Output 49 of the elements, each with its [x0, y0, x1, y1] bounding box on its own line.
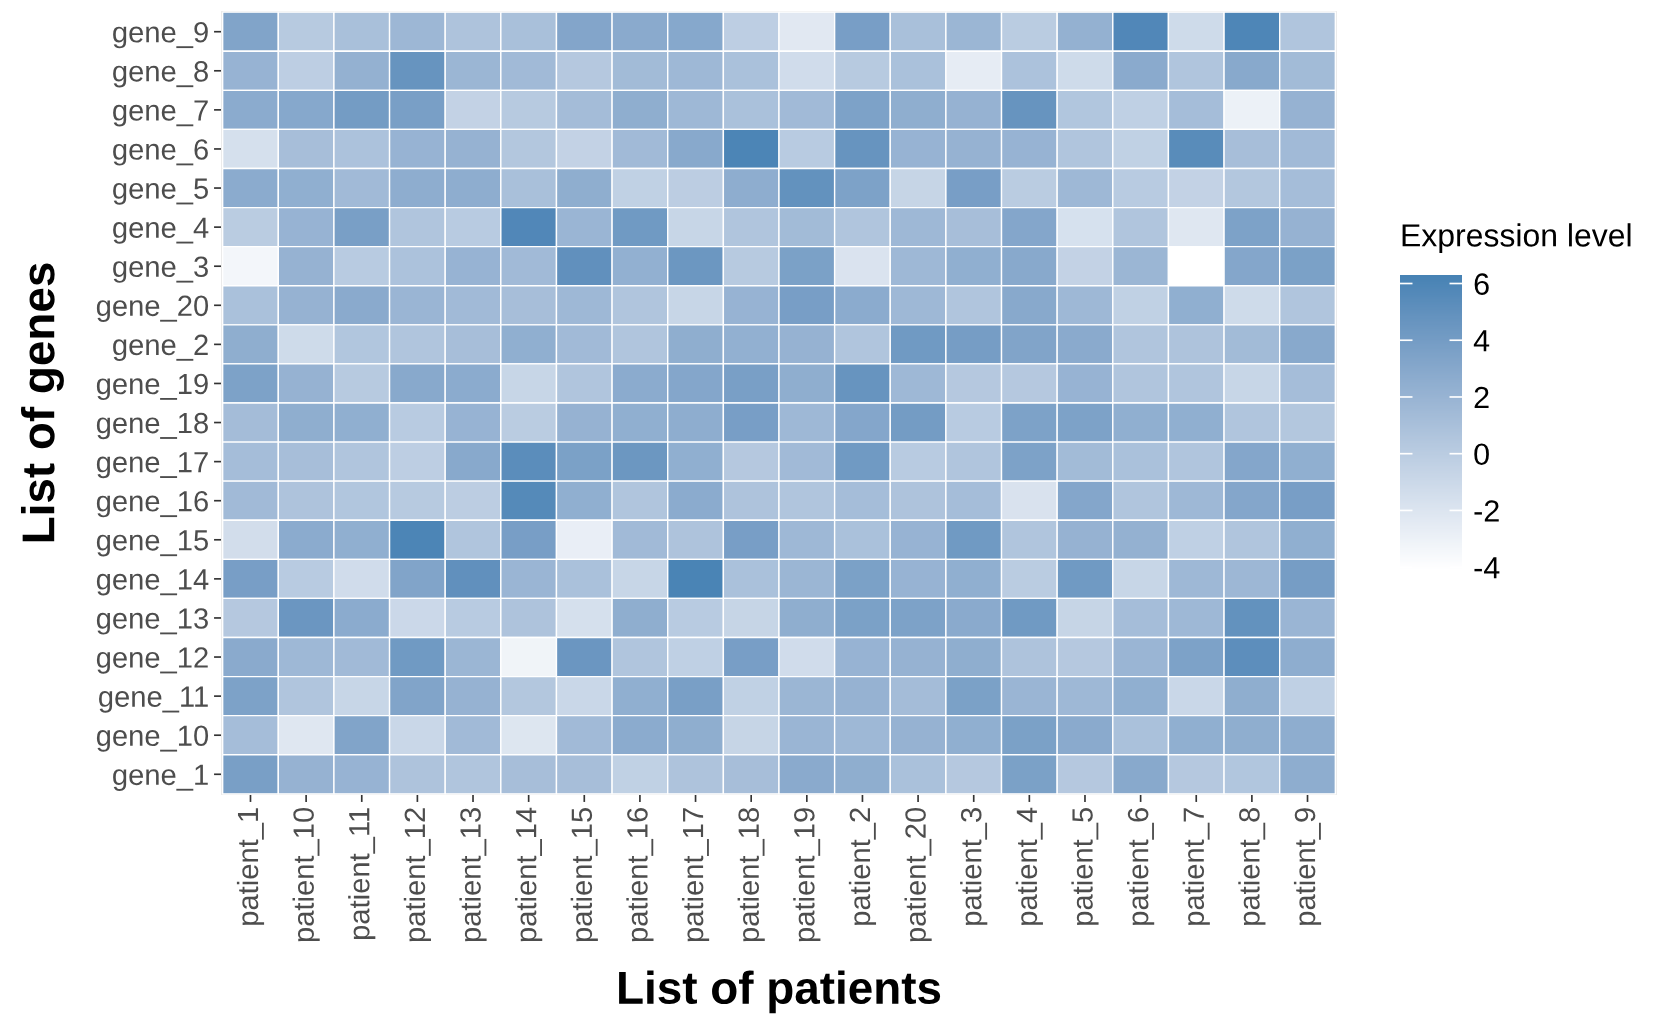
- x-tick-label: patient_12: [403, 808, 431, 942]
- x-tick-label: patient_7: [1182, 808, 1210, 925]
- x-tick-label: patient_8: [1238, 808, 1266, 925]
- x-tick-label: patient_13: [459, 808, 487, 942]
- x-tick-label: patient_15: [570, 808, 598, 942]
- x-tick-label: patient_11: [348, 808, 376, 939]
- y-tick-label: gene_19: [96, 373, 208, 401]
- x-tick-label: patient_14: [515, 807, 543, 942]
- x-tick-label: patient_17: [681, 808, 710, 942]
- y-tick-label: gene_12: [96, 647, 208, 674]
- color-bar-label: 6: [1474, 273, 1489, 295]
- y-tick-label: gene_10: [96, 725, 209, 752]
- x-tick-label: patient_4: [1015, 807, 1043, 925]
- y-tick-label: gene_4: [113, 217, 209, 244]
- x-tick-label: patient_10: [292, 807, 320, 942]
- color-bar-title: Expression level: [1402, 223, 1631, 253]
- x-tick-label: patient_6: [1127, 808, 1155, 925]
- y-tick-label: gene_20: [96, 295, 209, 322]
- y-tick-label: gene_6: [113, 139, 208, 166]
- color-bar-label: -2: [1474, 500, 1499, 522]
- y-tick-label: gene_3: [113, 256, 208, 283]
- y-tick-label: gene_15: [96, 530, 208, 557]
- y-tick-label: gene_16: [96, 490, 208, 518]
- x-tick-label: patient_1: [236, 808, 265, 925]
- y-tick-label: gene_17: [96, 452, 208, 479]
- y-tick-label: gene_18: [96, 412, 208, 440]
- x-tick-label: patient_3: [960, 808, 988, 925]
- x-tick-label: patient_2: [848, 808, 877, 925]
- x-tick-label: patient_20: [904, 807, 932, 942]
- y-tick-label: gene_8: [113, 61, 208, 88]
- color-bar-label: 4: [1473, 330, 1490, 352]
- y-tick-label: gene_5: [113, 178, 208, 205]
- y-tick-label: gene_2: [113, 334, 208, 361]
- x-tick-label: patient_18: [737, 808, 765, 942]
- x-tick-label: patient_16: [626, 808, 654, 942]
- y-tick-label: gene_9: [113, 21, 208, 49]
- y-tick-label: gene_11: [99, 686, 208, 713]
- color-bar-label: 2: [1474, 386, 1489, 409]
- x-axis-title: List of patients: [619, 970, 941, 1014]
- color-bar-label: 0: [1474, 443, 1489, 466]
- y-tick-label: gene_7: [113, 100, 208, 127]
- x-tick-label: patient_5: [1071, 808, 1099, 925]
- y-tick-label: gene_13: [96, 608, 208, 635]
- y-axis-title: List of genes: [20, 263, 64, 542]
- x-tick-label: patient_9: [1293, 808, 1322, 925]
- y-tick-label: gene_14: [96, 569, 209, 596]
- color-bar-label: -4: [1474, 557, 1500, 579]
- y-tick-label: gene_1: [113, 764, 208, 791]
- x-tick-label: patient_19: [793, 808, 821, 942]
